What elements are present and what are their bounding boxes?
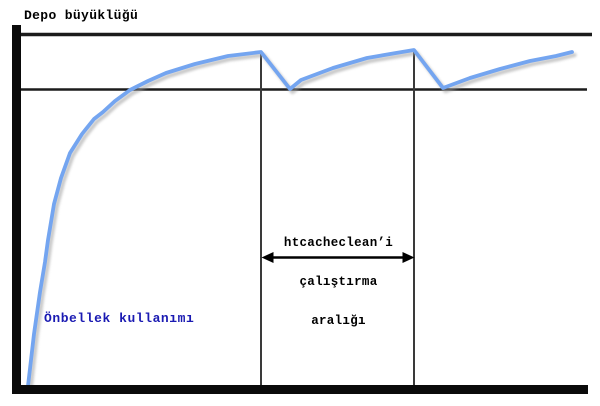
x-axis — [12, 385, 588, 394]
y-axis — [12, 25, 21, 394]
annotation-line-2: çalıştırma — [299, 275, 378, 289]
interval-arrow-head-left — [261, 252, 274, 263]
interval-arrow — [261, 252, 415, 263]
cache-usage-curve-shadow — [28, 50, 577, 392]
cleanup-interval-annotation: htcacheclean’i çalıştırma aralığı — [262, 211, 415, 354]
cleanup-lines — [260, 51, 415, 386]
cache-usage-curve — [26, 48, 574, 388]
annotation-line-1: htcacheclean’i — [283, 236, 394, 250]
cache-usage-label: Önbellek kullanımı — [44, 311, 195, 326]
annotation-line-3: aralığı — [311, 314, 366, 328]
chart-title: Depo büyüklüğü — [24, 8, 139, 23]
interval-arrow-head-right — [402, 252, 415, 263]
